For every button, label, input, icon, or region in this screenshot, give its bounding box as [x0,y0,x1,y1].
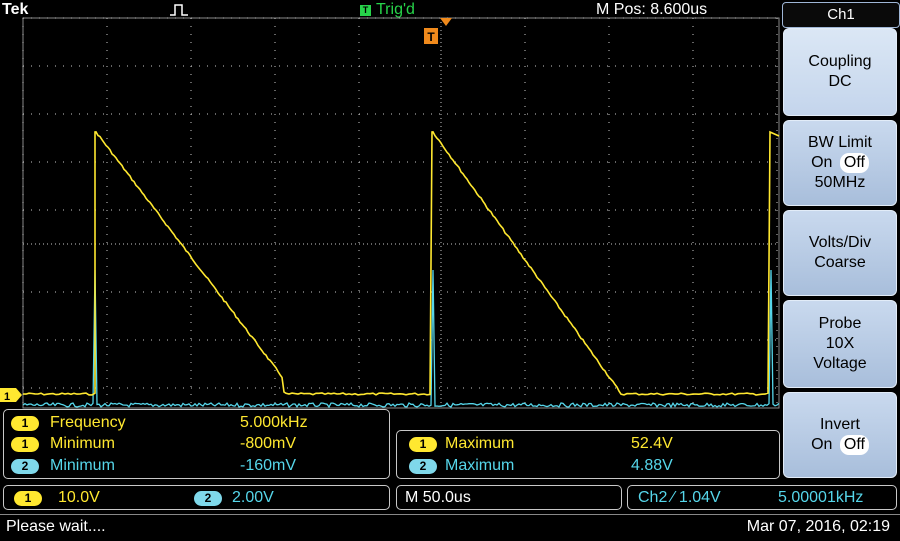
coupling-label: Coupling [808,53,872,70]
probe-button[interactable]: Probe 10X Voltage [783,300,897,388]
bw-limit-on: On [811,154,833,171]
invert-on: On [811,436,833,453]
graticule-crosshair [23,18,779,408]
waveform-display[interactable]: T 1 [0,0,780,410]
trigger-status-text: Trig'd [376,1,415,18]
timebase-readout[interactable]: M 50.0us [396,485,622,510]
bw-limit-button[interactable]: BW Limit On Off 50MHz [783,120,897,206]
trigger-status: T Trig'd [360,1,415,19]
trigger-row: Ch2 ∕ 1.04V 5.00001kHz [638,488,863,508]
status-datetime: Mar 07, 2016, 02:19 [746,518,890,535]
measurement-value: 52.4V [631,435,673,452]
volts-div-button[interactable]: Volts/Div Coarse [783,210,897,296]
channel-badge: 1 [11,436,39,452]
channel-badge: 2 [409,458,437,474]
measurement-panel-right[interactable]: 1 Maximum 52.4V 2 Maximum 4.88V [396,430,780,479]
volts-div-value: Coarse [814,254,866,271]
channel-badge: 1 [409,436,437,452]
trigger-marker-label: T [427,30,435,44]
measurement-value: -800mV [240,435,297,452]
ch2-volts-div: 2.00V [232,489,274,506]
probe-label: Probe [818,315,862,332]
bw-limit-freq: 50MHz [814,174,866,191]
bw-limit-off-selected: Off [839,153,869,173]
bw-limit-label: BW Limit [808,134,872,151]
bw-limit-toggle: On Off [784,153,896,173]
measurement-label: Maximum [445,457,515,474]
measurement-value: 4.88V [631,457,673,474]
measurement-value: -160mV [240,457,297,474]
side-menu-title: Ch1 [782,2,900,28]
invert-button[interactable]: Invert On Off [783,392,897,478]
channel-badge: 1 [11,415,39,431]
trigger-readout[interactable]: Ch2 ∕ 1.04V 5.00001kHz [627,485,897,510]
graticule-border [22,17,780,409]
measurement-panel-left[interactable]: 1 Frequency 5.000kHz 1 Minimum -800mV 2 … [3,409,390,479]
horizontal-position-readout: M Pos: 8.600us [596,1,708,18]
ch1-waveform [22,130,780,396]
measurement-row: 1 Frequency 5.000kHz [4,413,308,433]
trigger-badge: T [360,4,371,16]
ch1-badge: 1 [14,490,42,506]
channel-scale-bar[interactable]: 1 10.0V 2 2.00V [3,485,390,510]
probe-attenuation: 10X [825,335,855,352]
timebase-row: M 50.0us [405,488,471,508]
trigger-position-marker[interactable]: T [424,18,452,44]
ch1-volts-div: 10.0V [58,489,100,506]
channel-badge: 2 [11,458,39,474]
trigger-level: Ch2 ∕ 1.04V [638,489,721,506]
probe-type: Voltage [813,355,867,372]
status-message: Please wait.... [6,518,106,535]
ch2-waveform [22,269,780,409]
top-status-bar: Tek T Trig'd M Pos: 8.600us [0,0,780,20]
invert-label: Invert [819,416,860,433]
trigger-edge-icon [170,4,188,16]
measurement-label: Maximum [445,435,515,452]
measurement-row: 1 Minimum -800mV [4,434,296,454]
coupling-value: DC [828,73,852,90]
invert-off-selected: Off [839,435,869,455]
side-menu: Ch1 Coupling DC BW Limit On Off 50MHz Vo… [780,0,900,480]
measurement-row: 2 Maximum 4.88V [397,456,673,476]
coupling-button[interactable]: Coupling DC [783,28,897,116]
brand-logo: Tek [2,1,29,18]
measurement-label: Frequency [50,414,126,431]
measurement-row: 1 Maximum 52.4V [397,434,673,454]
measurement-row: 2 Minimum -160mV [4,456,296,476]
ch2-badge: 2 [194,490,222,506]
timebase-value: M 50.0us [405,489,471,506]
channel-scale-row: 1 10.0V 2 2.00V [4,488,274,508]
measurement-label: Minimum [50,457,115,474]
ch1-ground-marker[interactable]: 1 [0,388,22,403]
trigger-frequency: 5.00001kHz [778,489,864,506]
status-bar: Please wait.... Mar 07, 2016, 02:19 [0,514,900,541]
ch1-ground-marker-label: 1 [4,391,10,403]
measurement-value: 5.000kHz [240,414,308,431]
invert-toggle: On Off [784,435,896,455]
measurement-label: Minimum [50,435,115,452]
volts-div-label: Volts/Div [808,234,872,251]
